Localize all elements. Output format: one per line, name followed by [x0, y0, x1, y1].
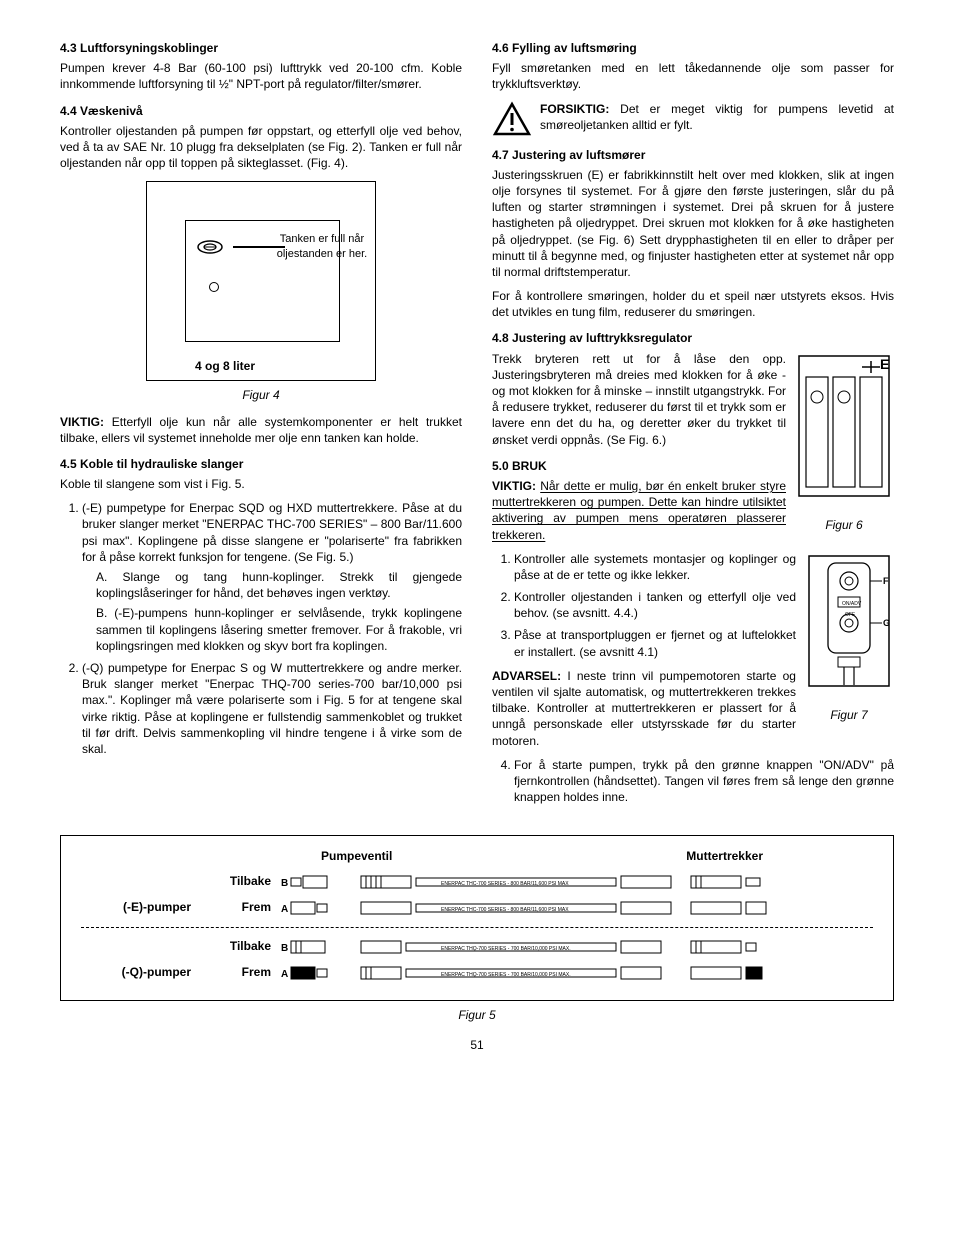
sec-47-heading: 4.7 Justering av luftsmører — [492, 147, 894, 163]
svg-text:F: F — [883, 576, 889, 586]
viktig-block: VIKTIG: Etterfyll olje kun når alle syst… — [60, 414, 462, 446]
viktig-text: Etterfyll olje kun når alle systemkompon… — [60, 415, 462, 445]
sec-45-item-1: (-E) pumpetype for Enerpac SQD og HXD mu… — [82, 500, 462, 654]
sight-glass-icon — [197, 240, 223, 254]
sec-45-item-1b: B. (-E)-pumpens hunn-koplinger er selvlå… — [96, 605, 462, 654]
pendant-icon: ON/ADV OFF F G — [804, 551, 894, 701]
figure-4: Tanken er full når oljestanden er her. 4… — [146, 181, 376, 381]
svg-text:ON/ADV: ON/ADV — [842, 601, 862, 607]
sec-47-body2: For å kontrollere smøringen, holder du e… — [492, 288, 894, 320]
fig5-muttertrekker: Muttertrekker — [686, 848, 763, 864]
fig7-caption: Figur 7 — [804, 707, 894, 723]
hose-q-retract: B ENERPAC THQ-700 SERIES - 700 BAR/10,00… — [281, 936, 873, 958]
hose-q-advance: A ENERPAC THQ-700 SERIES - 700 BAR/10,00… — [281, 962, 873, 984]
svg-text:A: A — [281, 904, 288, 915]
sec-48-heading: 4.8 Justering av lufttrykksregulator — [492, 330, 894, 346]
sec-45-item-1a: A. Slange og tang hunn-koplinger. Strekk… — [96, 569, 462, 601]
svg-text:A: A — [281, 969, 288, 980]
sec-47-body1: Justeringsskruen (E) er fabrikkinnstilt … — [492, 167, 894, 280]
fig5-e-label: (-E)-pumper — [81, 899, 191, 915]
svg-text:OFF: OFF — [845, 612, 855, 618]
sec-45-intro: Koble til slangene som vist i Fig. 5. — [60, 476, 462, 492]
sec-43-body: Pumpen krever 4-8 Bar (60-100 psi) luftt… — [60, 60, 462, 92]
figure-5: Pumpeventil Muttertrekker Tilbake B ENER… — [60, 835, 894, 1000]
viktig2-label: VIKTIG: — [492, 479, 536, 493]
svg-text:B: B — [281, 943, 288, 954]
svg-text:ENERPAC THC-700 SERIES - 800 B: ENERPAC THC-700 SERIES - 800 BAR/11,600 … — [441, 907, 569, 913]
sec-43-heading: 4.3 Luftforsyningskoblinger — [60, 40, 462, 56]
page-number: 51 — [60, 1037, 894, 1053]
viktig2-text: Når dette er mulig, bør én enkelt bruker… — [492, 479, 786, 542]
sec-45-heading: 4.5 Koble til hydrauliske slanger — [60, 456, 462, 472]
svg-text:ENERPAC THQ-700 SERIES - 700 B: ENERPAC THQ-700 SERIES - 700 BAR/10,000 … — [441, 946, 571, 952]
fig5-q-label: (-Q)-pumper — [81, 964, 191, 980]
sec-50-list-cont: For å starte pumpen, trykk på den grønne… — [514, 757, 894, 806]
figure-7: ON/ADV OFF F G Figur 7 — [804, 551, 894, 733]
sec-45-list: (-E) pumpetype for Enerpac SQD og HXD mu… — [82, 500, 462, 757]
fig6-caption: Figur 6 — [794, 517, 894, 533]
sec-44-body: Kontroller oljestanden på pumpen før opp… — [60, 123, 462, 172]
fig4-caption: Figur 4 — [60, 387, 462, 403]
fig5-caption: Figur 5 — [60, 1007, 894, 1023]
sec-46-heading: 4.6 Fylling av luftsmøring — [492, 40, 894, 56]
forsiktig-row: FORSIKTIG: Det er meget viktig for pumpe… — [492, 101, 894, 137]
hose-e-retract: B ENERPAC THC-700 SERIES - 800 BAR/11,60… — [281, 871, 873, 893]
svg-text:ENERPAC THC-700 SERIES - 800 B: ENERPAC THC-700 SERIES - 800 BAR/11,600 … — [441, 881, 569, 887]
sec-46-body: Fyll smøretanken med en lett tåkedannend… — [492, 60, 894, 92]
svg-text:E: E — [880, 356, 889, 372]
fig4-annotation: Tanken er full når oljestanden er her. — [267, 232, 377, 262]
svg-text:G: G — [883, 618, 890, 628]
figure-6: E Figur 6 — [794, 351, 894, 543]
sec-44-heading: 4.4 Væskenivå — [60, 103, 462, 119]
hose-e-advance: A ENERPAC THC-700 SERIES - 800 BAR/11,60… — [281, 897, 873, 919]
regulator-icon: E — [794, 351, 894, 511]
forsiktig-label: FORSIKTIG: — [540, 102, 609, 116]
left-column: 4.3 Luftforsyningskoblinger Pumpen kreve… — [60, 30, 462, 813]
caution-icon — [492, 101, 532, 137]
sec-45-item-2: (-Q) pumpetype for Enerpac S og W mutter… — [82, 660, 462, 757]
advarsel-label: ADVARSEL: — [492, 669, 561, 683]
viktig-label: VIKTIG: — [60, 415, 104, 429]
fig5-pumpeventil: Pumpeventil — [321, 848, 392, 864]
svg-text:B: B — [281, 878, 288, 889]
sec-50-item-4: For å starte pumpen, trykk på den grønne… — [514, 757, 894, 806]
fig4-bottom-label: 4 og 8 liter — [195, 358, 255, 374]
right-column: 4.6 Fylling av luftsmøring Fyll smøretan… — [492, 30, 894, 813]
svg-text:ENERPAC THQ-700 SERIES - 700 B: ENERPAC THQ-700 SERIES - 700 BAR/10,000 … — [441, 972, 571, 978]
